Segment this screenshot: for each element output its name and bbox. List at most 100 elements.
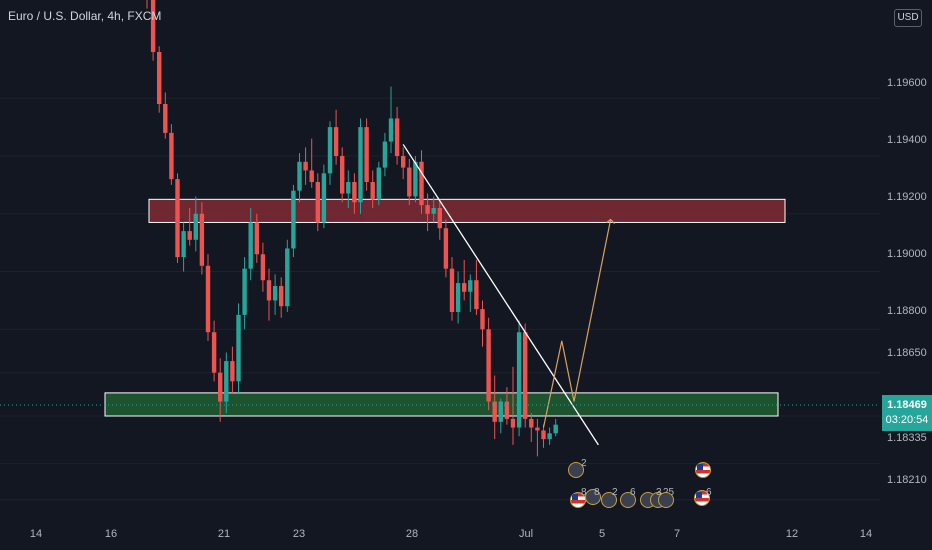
candle-body — [303, 161, 308, 171]
candle-body — [394, 118, 400, 156]
drawings-layer — [402, 144, 616, 446]
time-tick: 14 — [29, 528, 43, 540]
time-tick: 23 — [292, 528, 306, 540]
candle-body — [333, 127, 339, 156]
candle-body — [358, 127, 363, 203]
candle-body — [199, 213, 205, 266]
candle-body — [376, 167, 381, 200]
coin-icon[interactable] — [658, 492, 674, 508]
candle-body — [474, 280, 479, 310]
price-scale[interactable] — [880, 0, 932, 520]
candle-body — [205, 265, 211, 333]
candle-body — [535, 427, 540, 431]
candle-body — [352, 182, 357, 203]
candle-body — [218, 372, 223, 402]
candle-body — [504, 401, 510, 419]
candle-body — [529, 418, 534, 428]
candle-body — [462, 283, 467, 292]
candle-body — [401, 156, 406, 168]
event-count: 8 — [581, 487, 587, 498]
time-tick: 12 — [785, 528, 799, 540]
coin-icon[interactable] — [601, 492, 617, 508]
bar-countdown: 03:20:54 — [885, 414, 929, 426]
time-tick: Jul — [518, 528, 534, 540]
candle-body — [553, 424, 558, 434]
candle-body — [297, 161, 302, 191]
us-flag-icon[interactable] — [695, 462, 711, 478]
candle-body — [388, 118, 394, 142]
candle-body — [175, 179, 180, 258]
symbol-title[interactable]: Euro / U.S. Dollar, 4h, FXCM — [8, 9, 162, 23]
candle-body — [413, 161, 418, 197]
projection-path — [542, 219, 612, 428]
candles-layer — [146, 0, 558, 457]
last-price-badge: 1.18469 03:20:54 — [882, 395, 932, 431]
candle-body — [236, 314, 241, 382]
candle-body — [272, 286, 278, 301]
us-flag-icon[interactable] — [694, 490, 710, 506]
candle-body — [181, 231, 186, 258]
candle-body — [437, 208, 442, 229]
candle-body — [321, 173, 327, 223]
price-tick: 1.18210 — [887, 474, 927, 486]
candle-body — [370, 182, 375, 200]
candle-body — [260, 254, 266, 281]
candle-body — [431, 208, 436, 214]
candle-body — [516, 332, 522, 428]
price-tick: 1.18800 — [887, 305, 927, 317]
candle-body — [407, 167, 412, 197]
candle-body — [315, 182, 320, 223]
event-count: 8 — [594, 487, 600, 498]
event-count: 3 — [656, 487, 662, 498]
coin-icon[interactable] — [568, 462, 584, 478]
event-count: 2 — [612, 487, 618, 498]
candle-body — [266, 280, 272, 301]
candle-body — [340, 156, 345, 194]
candle-body — [224, 361, 229, 402]
candle-body — [425, 205, 430, 214]
event-count: 2 — [581, 458, 587, 469]
projection-arrowhead — [606, 218, 616, 224]
candle-body — [449, 268, 455, 312]
time-scale[interactable] — [0, 520, 932, 550]
coin-icon[interactable] — [620, 492, 636, 508]
candle-body — [523, 332, 528, 419]
time-tick: 28 — [405, 528, 419, 540]
candle-body — [480, 309, 485, 330]
time-tick: 5 — [598, 528, 606, 540]
candle-body — [382, 141, 388, 168]
candle-body — [541, 430, 546, 440]
candle-body — [455, 283, 461, 312]
resistance-zone — [148, 198, 786, 223]
candle-body — [279, 286, 284, 307]
candle-body — [248, 222, 253, 269]
candle-body — [242, 268, 247, 315]
currency-badge[interactable]: USD — [894, 9, 922, 27]
candle-body — [510, 418, 516, 428]
last-price-value: 1.18469 — [887, 399, 927, 411]
price-tick: 1.19600 — [887, 77, 927, 89]
candle-body — [309, 170, 314, 182]
candle-body — [230, 361, 235, 382]
candle-body — [364, 127, 369, 182]
candle-body — [327, 127, 333, 174]
candle-body — [169, 132, 174, 180]
price-tick: 1.18335 — [887, 432, 927, 444]
candle-body — [492, 401, 497, 422]
price-tick: 1.18650 — [887, 347, 927, 359]
candle-body — [193, 213, 198, 240]
time-tick: 16 — [104, 528, 118, 540]
candle-body — [163, 104, 168, 133]
chart-canvas[interactable] — [0, 0, 880, 520]
price-tick: 1.19200 — [887, 191, 927, 203]
event-count: 6 — [630, 487, 636, 498]
candle-body — [254, 222, 259, 255]
time-tick: 21 — [217, 528, 231, 540]
time-tick: 7 — [673, 528, 681, 540]
zones-layer — [104, 198, 786, 417]
coin-icon[interactable] — [585, 489, 601, 505]
candle-body — [498, 401, 503, 422]
candle-body — [419, 161, 424, 206]
grid-lines — [0, 97, 880, 501]
support-zone — [104, 392, 779, 417]
